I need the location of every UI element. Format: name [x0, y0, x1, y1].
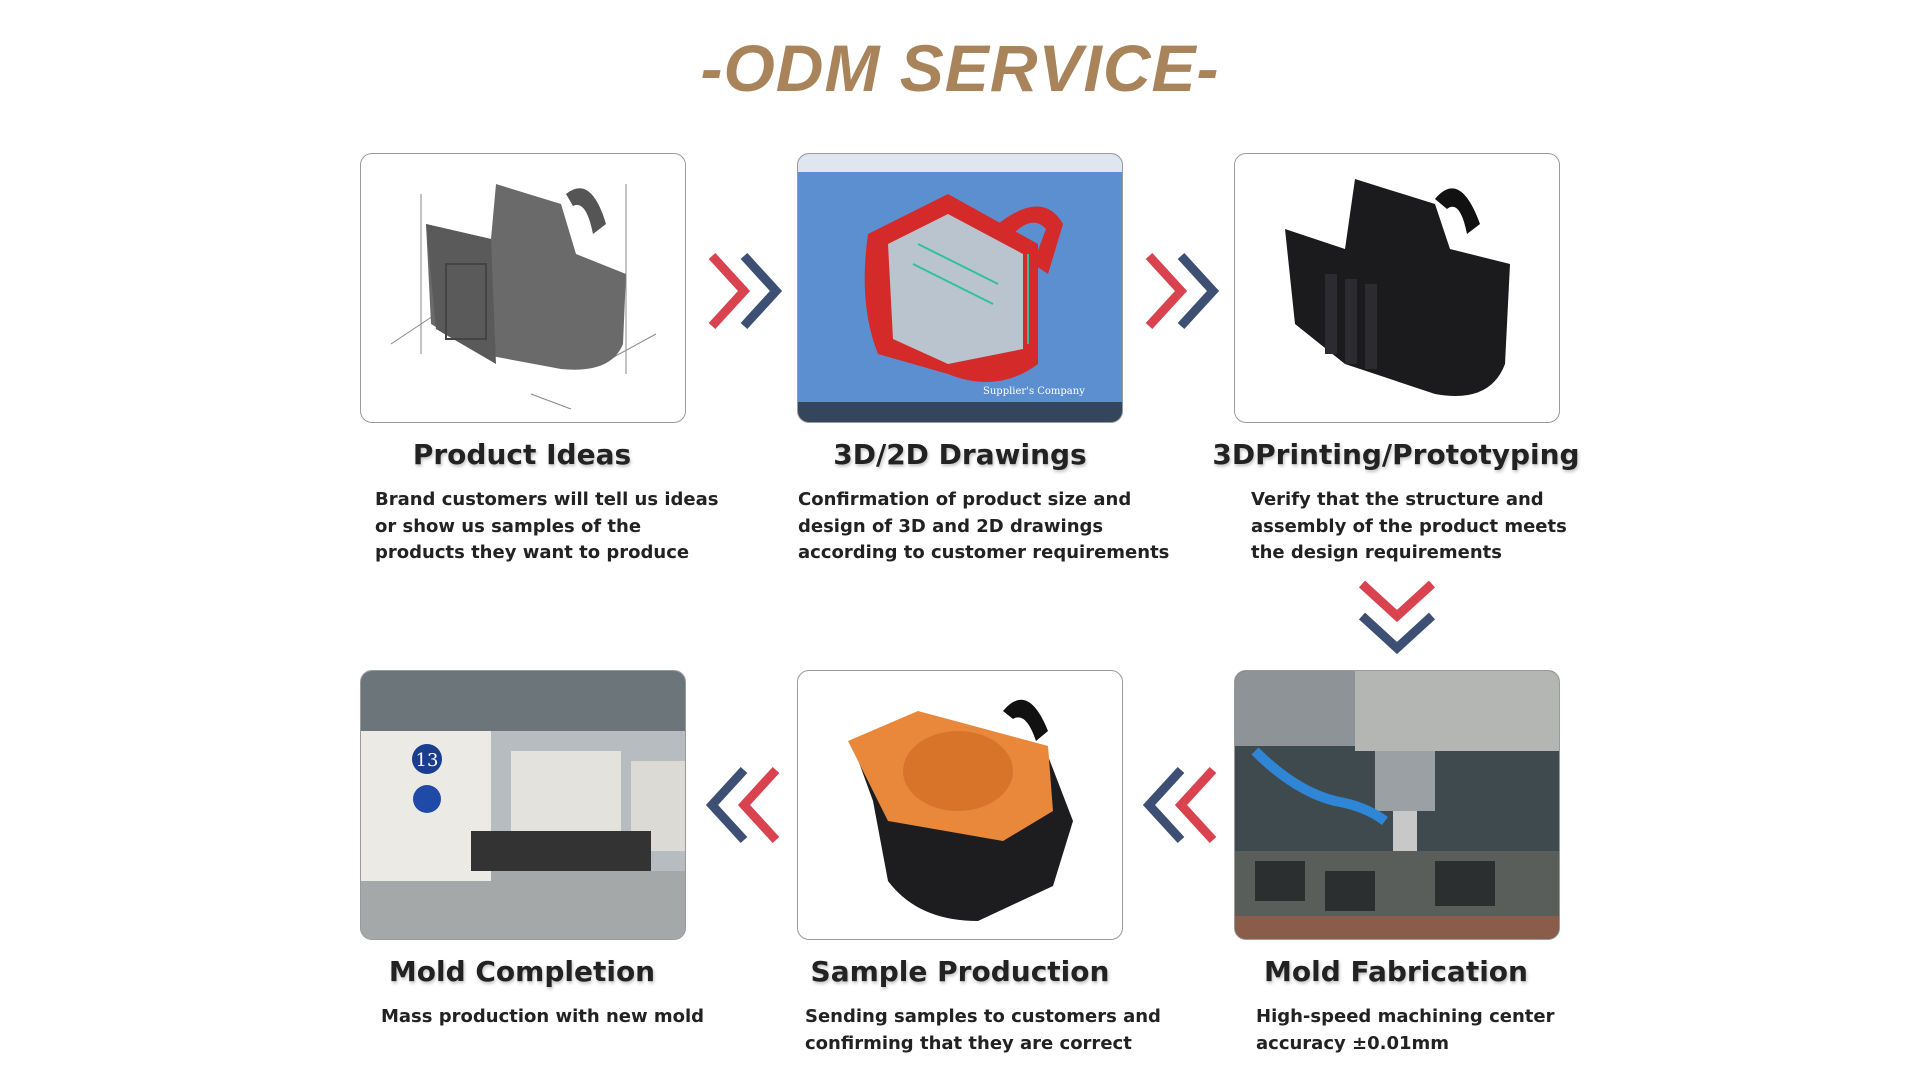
desc-line: confirming that they are correct	[805, 1032, 1132, 1054]
page-title: -ODM SERVICE-	[700, 31, 1220, 105]
step-title-product-ideas: Product Ideas	[412, 438, 632, 471]
chevron-left-icon	[1142, 766, 1217, 844]
desc-line: products they want to produce	[375, 542, 690, 563]
product-ideas-image	[360, 153, 686, 423]
desc-line: Brand customers will tell us ideas	[375, 489, 719, 510]
chevron-left-icon	[705, 766, 780, 844]
step-title-mold-fabrication: Mold Fabrication	[1264, 955, 1528, 988]
sample-production-image	[797, 670, 1123, 940]
step-desc-drawings: Confirmation of product size and design …	[798, 487, 1169, 567]
step-title-prototyping: 3DPrinting/Prototyping	[1212, 438, 1580, 471]
desc-line: design of 3D and 2D drawings	[798, 515, 1104, 537]
desc-line: Sending samples to customers and	[805, 1006, 1161, 1027]
step-desc-prototyping: Verify that the structure and assembly o…	[1251, 487, 1567, 567]
step-desc-sample-production: Sending samples to customers and confirm…	[805, 1004, 1161, 1057]
cad-drawing-image: Supplier's Company	[797, 153, 1123, 423]
desc-line: Verify that the structure and	[1251, 489, 1544, 510]
desc-line: Confirmation of product size and	[798, 489, 1132, 510]
watermark: Supplier's Company	[983, 386, 1085, 397]
desc-line: assembly of the product meets	[1251, 515, 1567, 537]
desc-line: Mass production with new mold	[381, 1006, 705, 1027]
step-title-drawings: 3D/2D Drawings	[833, 438, 1087, 471]
desc-line: according to customer requirements	[798, 542, 1170, 563]
mold-completion-image: 13	[360, 670, 686, 940]
step-desc-product-ideas: Brand customers will tell us ideas or sh…	[375, 487, 718, 567]
chevron-right-icon	[1145, 252, 1220, 330]
step-title-sample-production: Sample Production	[810, 955, 1110, 988]
step-title-mold-completion: Mold Completion	[388, 955, 656, 988]
machine-number: 13	[416, 750, 439, 771]
chevron-right-icon	[708, 252, 783, 330]
prototype-image	[1234, 153, 1560, 423]
mold-fabrication-image	[1234, 670, 1560, 940]
desc-line: or show us samples of the	[375, 515, 642, 537]
chevron-down-icon	[1358, 580, 1436, 655]
desc-line: the design requirements	[1251, 542, 1502, 563]
step-desc-mold-fabrication: High-speed machining center accuracy ±0.…	[1256, 1004, 1554, 1057]
desc-line: accuracy ±0.01mm	[1256, 1032, 1449, 1054]
step-desc-mold-completion: Mass production with new mold	[381, 1004, 704, 1031]
desc-line: High-speed machining center	[1256, 1006, 1555, 1027]
